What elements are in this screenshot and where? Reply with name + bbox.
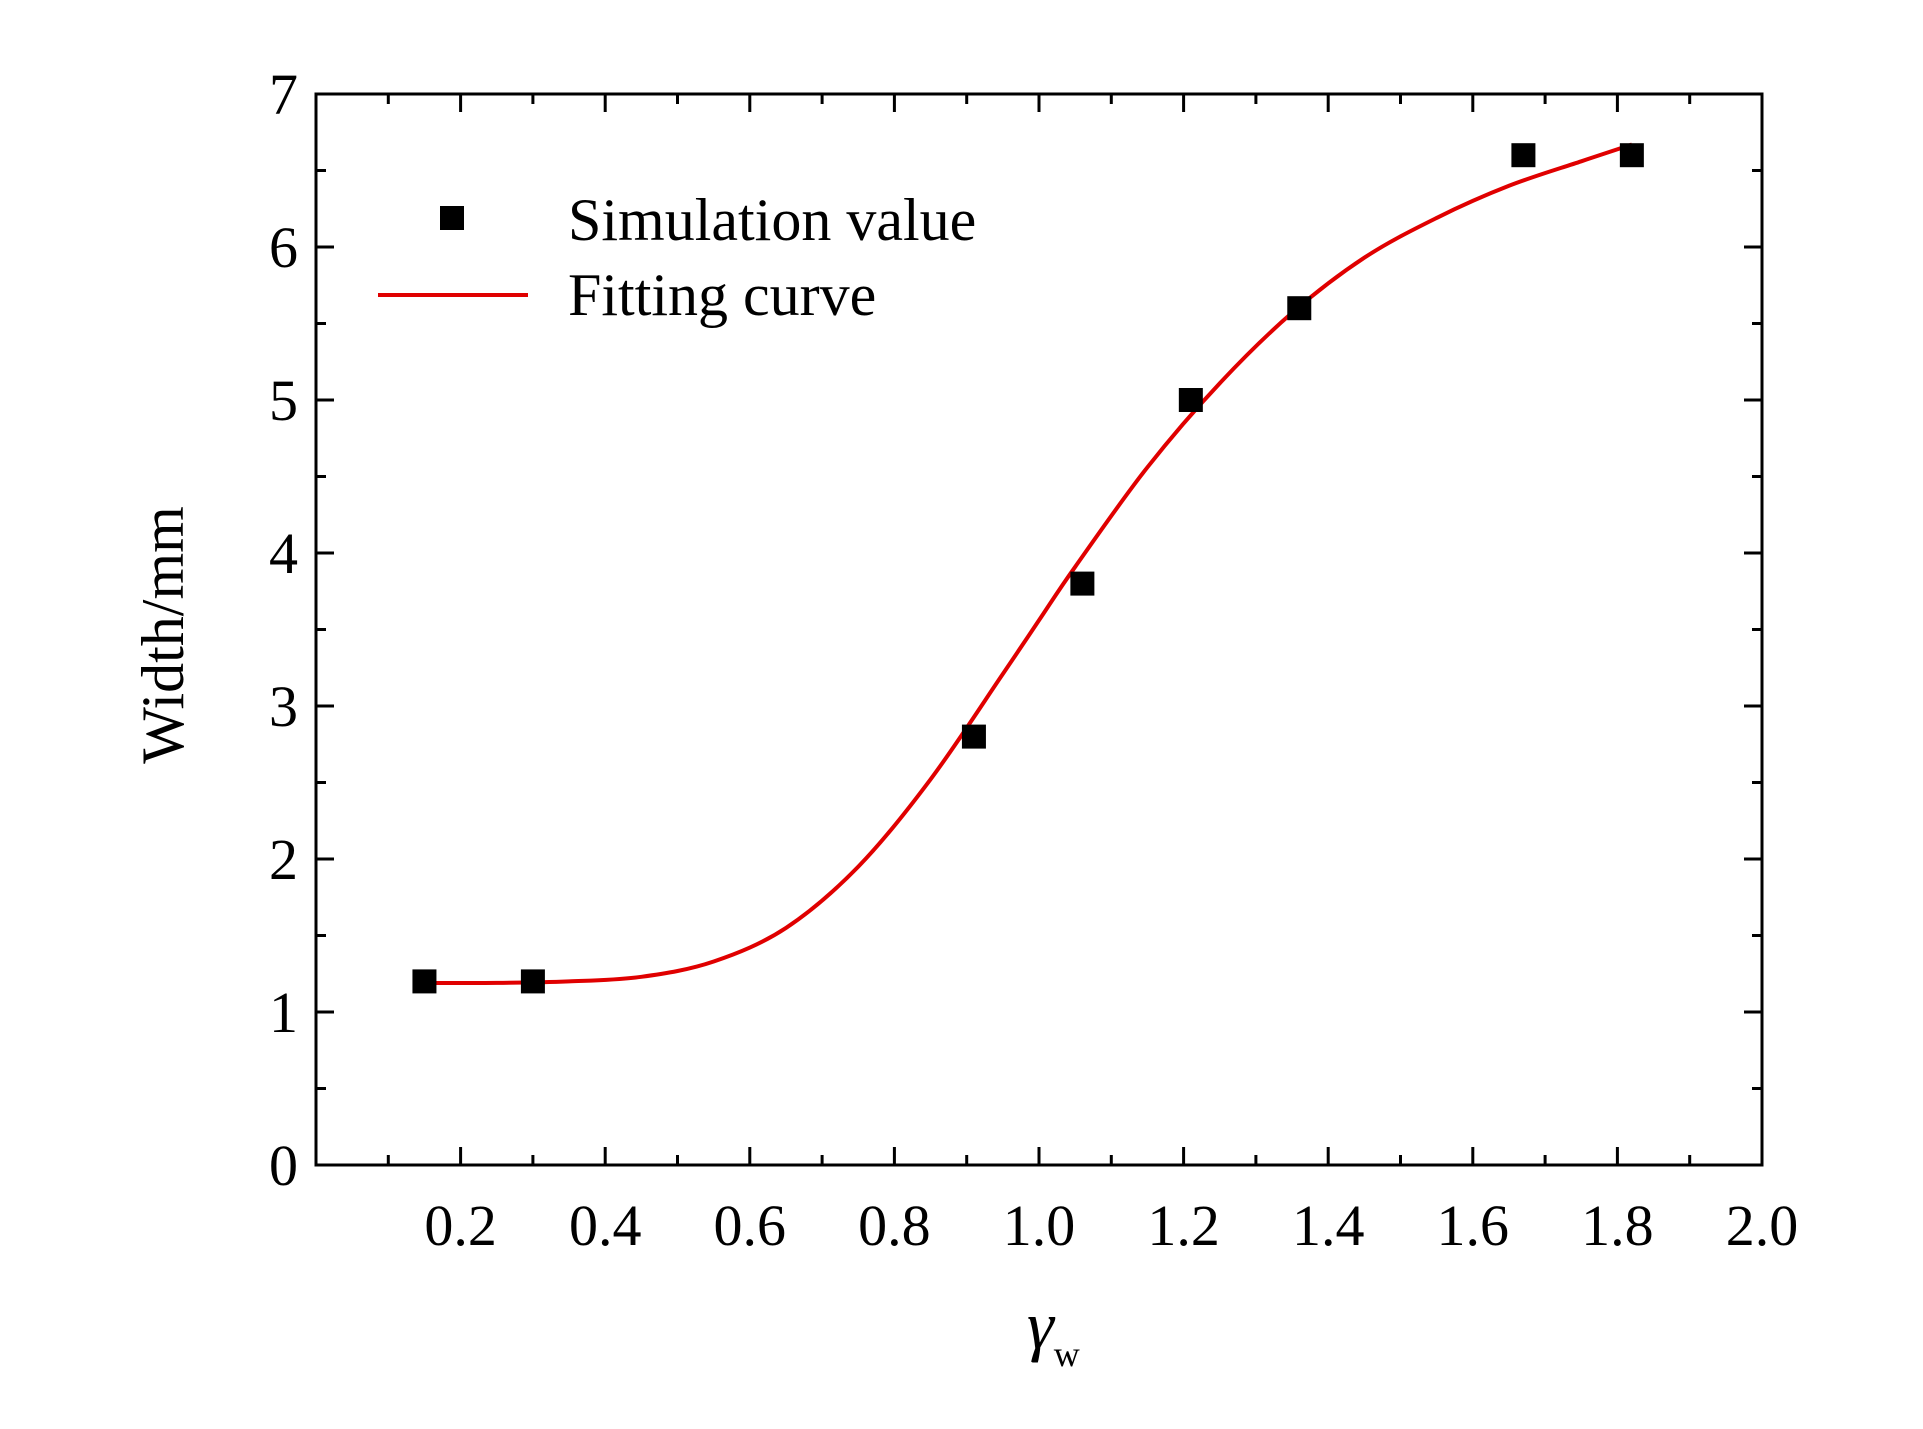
- legend-marker-simulation: [440, 206, 464, 230]
- y-tick-label: 6: [269, 215, 298, 280]
- y-tick-label: 5: [269, 368, 298, 433]
- y-tick-label: 0: [269, 1133, 298, 1198]
- simulation-point: [520, 969, 545, 994]
- y-tick-label: 2: [269, 827, 298, 892]
- fitting-curve-line: [424, 142, 1633, 986]
- x-tick-label: 0.4: [569, 1193, 642, 1258]
- y-tick-label: 7: [269, 62, 298, 127]
- simulation-point: [1619, 143, 1644, 168]
- legend: Simulation value Fitting curve: [378, 187, 976, 328]
- y-tick-label: 1: [269, 980, 298, 1045]
- y-axis-title: Width/mm: [130, 506, 196, 764]
- x-tick-label: 1.8: [1581, 1193, 1654, 1258]
- legend-label-fitting: Fitting curve: [568, 262, 876, 328]
- x-axis-title-subscript: w: [1054, 1334, 1080, 1374]
- x-tick-label: 1.6: [1437, 1193, 1510, 1258]
- simulation-point: [961, 724, 986, 749]
- axes: 0.2 0.4 0.6 0.8 1.0 1.2 1.4 1.6 1.8 2.0 0 1 2 3 4 5 6 7: [269, 62, 1798, 1258]
- x-tick-label: 1.4: [1292, 1193, 1365, 1258]
- simulation-point: [1287, 296, 1312, 321]
- x-tick-label: 0.6: [714, 1193, 787, 1258]
- x-tick-label: 0.8: [858, 1193, 931, 1258]
- plot-frame: [314, 92, 1764, 1167]
- simulation-point: [412, 969, 437, 994]
- x-tick-label: 1.2: [1147, 1193, 1220, 1258]
- y-tick-label: 4: [269, 521, 298, 586]
- simulation-point: [1511, 143, 1536, 168]
- simulation-point: [1178, 388, 1203, 412]
- x-tick-label: 1.0: [1003, 1193, 1076, 1258]
- legend-label-simulation: Simulation value: [568, 187, 976, 253]
- x-axis-title-symbol: γ: [1027, 1287, 1056, 1363]
- x-tick-label: 0.2: [424, 1193, 497, 1258]
- x-axis-title: γw: [1027, 1287, 1080, 1374]
- simulation-point: [1070, 571, 1095, 596]
- plot-area: [412, 142, 1644, 994]
- x-tick-label: 2.0: [1726, 1193, 1799, 1258]
- y-tick-label: 3: [269, 674, 298, 739]
